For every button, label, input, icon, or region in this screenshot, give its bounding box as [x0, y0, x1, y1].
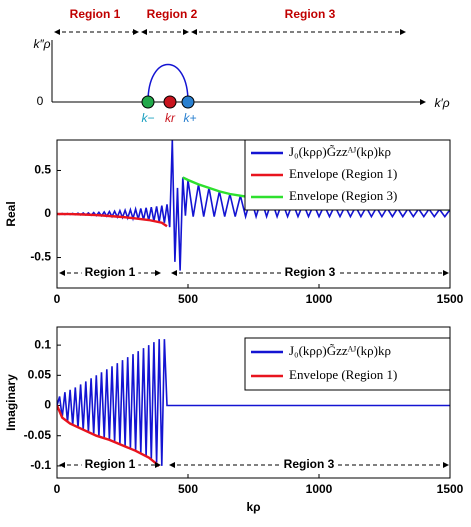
data-line: [57, 212, 168, 228]
point-label: k+: [183, 111, 196, 125]
x-tick-label: 500: [178, 482, 198, 496]
x-tick-label: 1000: [306, 482, 333, 496]
contour-diagram: Region 1 Region 2 Region 3 k″ρ 0 k′ρ k− …: [33, 7, 449, 125]
y-tick-label: 0: [44, 398, 51, 412]
axis-label: k″ρ: [33, 37, 50, 51]
legend-label: Envelope (Region 1): [289, 367, 397, 382]
region-annotation: Region 3: [284, 457, 335, 471]
annotation-bg: [281, 265, 339, 281]
x-tick-label: 0: [54, 292, 61, 306]
y-tick-label: 0: [44, 206, 51, 220]
legend-box: [244, 337, 451, 391]
point-label: k−: [141, 111, 154, 125]
x-tick-label: 500: [178, 292, 198, 306]
plot-lines: [57, 339, 450, 467]
legend-label: J₀(kρρ)G̃zzᴬᴶ(kρ)kρ: [289, 144, 391, 159]
y-tick-label: 0.5: [34, 163, 51, 177]
legend-label: Envelope (Region 3): [289, 188, 397, 203]
region-label: Region 1: [70, 7, 121, 21]
data-line: [57, 405, 160, 467]
origin-label: 0: [37, 94, 44, 108]
y-tick-label: -0.05: [24, 428, 52, 442]
annotation-bg: [81, 265, 139, 281]
y-tick-label: -0.1: [30, 458, 51, 472]
legend-label: J₀(kρρ)G̃zzᴬᴶ(kρ)kρ: [289, 343, 391, 358]
annotation-bg: [280, 457, 338, 473]
y-axis-label: Real: [4, 201, 18, 226]
y-tick-label: 0.1: [34, 337, 51, 351]
x-tick-label: 1500: [437, 482, 464, 496]
point-label: kr: [165, 111, 176, 125]
region-label: Region 2: [147, 7, 198, 21]
region-annotation: Region 1: [85, 457, 136, 471]
point: [181, 95, 195, 109]
region-annotation: Region 1: [85, 265, 136, 279]
plot-frame: [56, 326, 451, 479]
x-axis-label: kρ: [246, 500, 260, 514]
y-tick-label: 0.05: [28, 367, 52, 381]
legend-label: Envelope (Region 1): [289, 166, 397, 181]
y-axis-label: Imaginary: [4, 374, 18, 431]
x-tick-label: 0: [54, 482, 61, 496]
y-tick-label: -0.5: [30, 250, 51, 264]
axis-label: k′ρ: [434, 96, 449, 110]
annotation-bg: [81, 457, 139, 473]
x-tick-label: 1000: [306, 292, 333, 306]
x-tick-label: 1500: [437, 292, 464, 306]
point: [141, 95, 155, 109]
data-line: [57, 339, 450, 466]
region-label: Region 3: [285, 7, 336, 21]
region-annotation: Region 3: [285, 265, 336, 279]
contour-arc: [147, 63, 189, 103]
point: [163, 95, 177, 109]
